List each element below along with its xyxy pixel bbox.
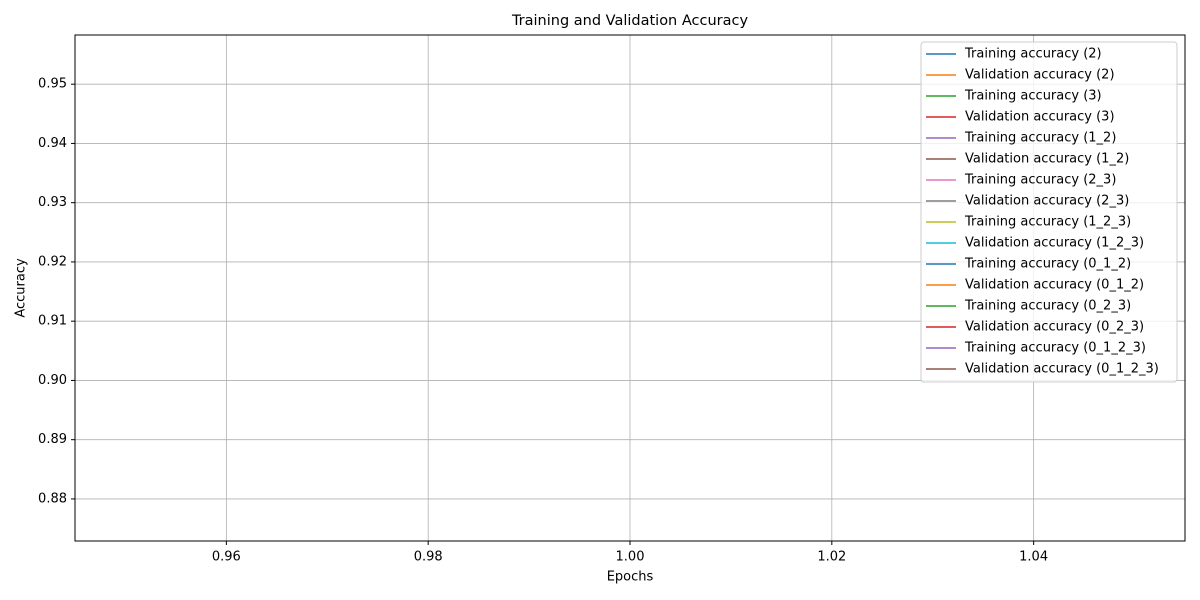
y-axis-label: Accuracy (14, 258, 29, 318)
plot-frame (74, 34, 1186, 542)
legend-label: Validation accuracy (2) (965, 68, 1115, 83)
legend-label: Training accuracy (1_2) (964, 131, 1116, 146)
y-tick-label: 0.95 (38, 77, 67, 92)
x-tick-label: 1.02 (817, 550, 846, 565)
x-tick-label: 1.04 (1019, 550, 1048, 565)
y-tick-label: 0.90 (38, 373, 67, 388)
legend-label: Validation accuracy (1_2) (965, 152, 1129, 167)
y-tick-label: 0.93 (38, 195, 67, 210)
legend-label: Training accuracy (3) (964, 89, 1102, 104)
legend-label: Training accuracy (0_1_2) (964, 257, 1131, 272)
legend-box (920, 41, 1178, 383)
legend-label: Validation accuracy (1_2_3) (965, 236, 1144, 251)
legend-label: Training accuracy (0_1_2_3) (964, 341, 1146, 356)
legend-label: Training accuracy (2_3) (964, 173, 1116, 188)
legend-label: Validation accuracy (0_1_2) (965, 278, 1144, 293)
legend-label: Training accuracy (1_2_3) (964, 215, 1131, 230)
y-tick-label: 0.88 (38, 491, 67, 506)
legend-label: Training accuracy (2) (964, 47, 1102, 62)
legend-label: Validation accuracy (2_3) (965, 194, 1129, 209)
y-tick-label: 0.92 (38, 254, 67, 269)
x-tick-label: 1.00 (616, 550, 645, 565)
legend-label: Validation accuracy (3) (965, 110, 1115, 125)
x-axis-label: Epochs (607, 570, 654, 585)
chart-title: Training and Validation Accuracy (511, 13, 749, 29)
x-tick-label: 0.96 (212, 550, 241, 565)
x-tick-label: 0.98 (414, 550, 443, 565)
legend-label: Validation accuracy (0_2_3) (965, 320, 1144, 335)
y-tick-label: 0.89 (38, 432, 67, 447)
legend-label: Validation accuracy (0_1_2_3) (965, 362, 1159, 377)
legend-label: Training accuracy (0_2_3) (964, 299, 1131, 314)
y-tick-label: 0.94 (38, 136, 67, 151)
y-tick-label: 0.91 (38, 314, 67, 329)
